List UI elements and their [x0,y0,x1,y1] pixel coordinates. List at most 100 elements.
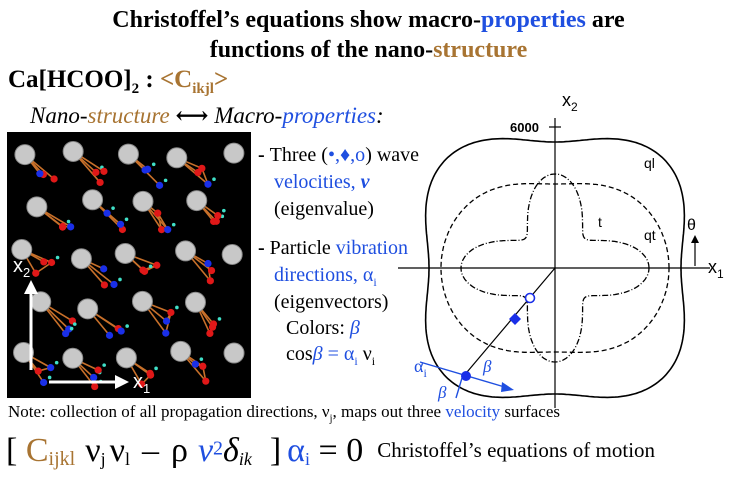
carbon-atom [204,259,212,268]
dot-marker-icon [461,371,471,381]
carbon-atom [40,378,48,387]
bullet-text: Particle [269,237,336,259]
bullet-text: Three ( [269,144,328,166]
carbon-atom [105,331,114,339]
christoffel-equation: [ Cijkl νj νl – ρ v2δik ] αi = 0 Christof… [6,432,655,471]
calcium-atom [26,196,48,218]
macro-colon: : [376,103,384,128]
calcium-atom [70,248,92,270]
oxygen-atom [212,217,220,225]
calcium-atom [82,189,104,211]
oxygen-atom [92,168,100,176]
hydrogen-atom [102,363,106,367]
plot-x2-label: x2 [562,90,578,114]
carbon-atom [62,329,70,338]
plot-beta-label-lower: β [437,383,447,402]
eq-stiffness-c: C [25,432,49,469]
note-velocity-word: velocity [445,402,501,421]
bullet-velocities-line: velocities, v [274,170,370,195]
compound-subscript: 2 [131,81,140,97]
title-text: Christoffel’s equations show macro- [112,7,481,33]
bullet-wave-velocities: - Three (•,♦,o) wave [258,143,419,168]
eq-delta: δ [223,432,239,469]
oxygen-atom [153,261,161,269]
bullet-dash: - [258,144,270,166]
eq-alpha: α [287,432,305,469]
calcium-atom [186,190,208,212]
oxygen-atom [146,371,155,379]
carbon-atom [103,209,111,217]
oxygen-atom [50,175,58,183]
plot-x1-label: x1 [708,257,724,281]
colors-line: Colors: β [286,316,360,341]
bullet-text: ) wave [365,144,420,166]
eq-nu-j: ν [85,432,101,469]
hydrogen-atom [69,326,74,331]
hydrogen-atom [118,277,122,282]
note-text: Note: collection of all propagation dire… [8,402,330,421]
oxygen-atom [94,366,102,374]
oxygen-atom [139,266,147,274]
crystal-x1-label: x1 [133,371,150,396]
vibration-word: vibration [335,237,408,259]
eq-close-bracket: ] [269,432,282,469]
oxygen-atom [154,209,162,217]
tensor-close: > [213,66,229,93]
curve-label-qt: qt [644,227,656,243]
eq-c-subscript: ijkl [48,448,76,471]
oxygen-atom [194,168,202,177]
oxygen-atom [32,269,40,277]
carbon-atom [204,180,212,188]
tensor-label: <Cikjl> [160,66,229,97]
hydrogen-atom [154,366,158,371]
eq-rho: ρ [170,432,188,469]
eq-nu-j-sub: j [100,449,106,470]
double-arrow-icon: ⟷ [175,103,209,128]
oxygen-atom [137,380,146,388]
formula-colon: : [139,66,160,93]
cos-beta-symbol: β [312,343,323,365]
eq-nu-l-sub: l [124,449,130,470]
oxygen-atom [100,167,108,175]
oxygen-atom [58,223,67,231]
hydrogen-atom [222,208,226,213]
calcium-atom [62,347,84,369]
plot-y-tick-label: 6000 [510,120,539,135]
oxygen-atom [202,377,210,385]
macro-properties-word: properties [282,103,377,128]
carbon-atom [116,220,125,228]
eq-velocity-squared: 2 [213,437,224,460]
compound-name: Ca[HCOO] [8,66,132,93]
carbon-atom [162,329,170,337]
crystal-structure-image: x2 x1 [7,132,251,398]
beta-line [455,377,463,399]
hydrogen-atom [212,177,216,182]
calcium-atom [223,142,245,164]
carbon-atom [162,317,171,325]
x1-arrowhead-icon [115,375,129,389]
eq-alpha-sub: i [305,449,311,470]
hydrogen-atom [151,162,156,167]
title-text: are [585,7,625,33]
directions-line: directions, αi [274,263,377,295]
calcium-atom [13,342,35,364]
calcium-atom [223,342,245,364]
hydrogen-atom [217,317,222,321]
oxygen-atom [214,212,222,220]
title-text: functions of the nano- [209,37,434,63]
t-velocity-curve [460,173,650,363]
nano-label: Nano- [30,103,88,128]
carbon-atom [110,280,118,289]
qt-velocity-curve [440,182,670,354]
alpha-subscript: i [373,275,377,289]
propagation-direction-line [461,267,556,379]
x2-arrowhead-icon [24,280,38,294]
carbon-atom [164,226,172,234]
calcium-atom [77,298,99,320]
calcium-atom [170,340,192,362]
hydrogen-atom [175,305,179,310]
hydrogen-atom [148,264,153,269]
carbon-atom [117,327,125,335]
note-line: Note: collection of all propagation dire… [8,402,560,424]
diamond-marker-icon [509,313,521,325]
